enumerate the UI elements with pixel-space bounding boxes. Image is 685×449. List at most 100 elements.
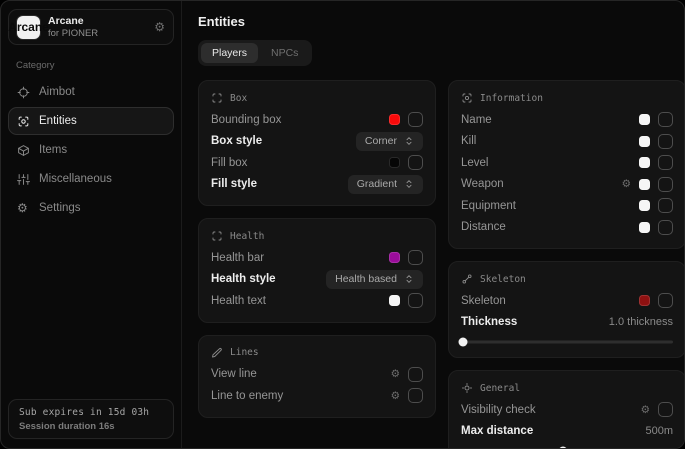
select-value: Health based [335, 273, 397, 286]
lines-panel: Lines View line ⚙ Line to enemy ⚙ [198, 334, 436, 418]
row-label: Health bar [211, 251, 265, 264]
kill-checkbox[interactable] [658, 133, 673, 149]
brand-text: Arcane for PIONER [48, 15, 146, 40]
row-fill-box: Fill box [211, 152, 423, 174]
weapon-color-swatch[interactable] [639, 178, 650, 190]
box-panel-header: Box [211, 92, 423, 104]
gear-icon[interactable]: ⚙ [640, 403, 650, 416]
left-column: Box Bounding box Box style Corner [198, 80, 436, 448]
sidebar-nav: Aimbot Entities Items Miscellaneous [8, 78, 174, 222]
slider-thumb[interactable] [458, 337, 468, 347]
row-label: Kill [461, 135, 477, 148]
brand-card: Arcane Arcane for PIONER ⚙ [8, 9, 174, 45]
information-panel: Information Name Kill [448, 80, 684, 249]
bounding-box-color-swatch[interactable] [389, 114, 400, 126]
line-to-enemy-checkbox[interactable] [408, 388, 423, 404]
view-line-checkbox[interactable] [408, 366, 423, 382]
pencil-line-icon [211, 347, 223, 359]
sidebar-item-items[interactable]: Items [8, 136, 174, 164]
brand-name: Arcane [48, 14, 84, 27]
thickness-slider[interactable] [458, 337, 673, 347]
distance-color-swatch[interactable] [639, 221, 650, 233]
health-text-color-swatch[interactable] [389, 295, 400, 307]
bounding-box-checkbox[interactable] [408, 112, 423, 128]
box-panel: Box Bounding box Box style Corner [198, 80, 436, 206]
page-title: Entities [198, 14, 245, 29]
row-label: Fill style [211, 178, 258, 191]
select-value: Corner [364, 135, 397, 148]
row-distance: Distance [461, 217, 673, 239]
level-color-swatch[interactable] [639, 157, 650, 169]
tab-npcs[interactable]: NPCs [271, 47, 299, 59]
equipment-checkbox[interactable] [658, 198, 673, 214]
name-checkbox[interactable] [658, 112, 673, 128]
equipment-color-swatch[interactable] [639, 200, 650, 212]
row-label: Visibility check [461, 403, 536, 416]
tab-players[interactable]: Players [201, 43, 259, 63]
fill-box-color-swatch[interactable] [389, 157, 400, 169]
max-distance-value: 500m [645, 425, 673, 438]
panel-title: Health [230, 230, 265, 242]
distance-checkbox[interactable] [658, 219, 673, 235]
row-label: Name [461, 113, 492, 126]
skeleton-checkbox[interactable] [658, 293, 673, 309]
weapon-checkbox[interactable] [658, 176, 673, 192]
health-style-select[interactable]: Health based [326, 269, 423, 289]
sidebar-item-miscellaneous[interactable]: Miscellaneous [8, 165, 174, 193]
row-label: Health text [211, 294, 266, 307]
row-health-style: Health style Health based [211, 269, 423, 291]
fill-style-select[interactable]: Gradient [347, 174, 423, 194]
health-bar-checkbox[interactable] [408, 250, 423, 266]
category-label: Category [16, 60, 55, 71]
chevrons-up-down-icon [404, 179, 414, 189]
brand-subtitle: for PIONER [48, 27, 99, 39]
health-bar-color-swatch[interactable] [389, 252, 400, 264]
row-label: Weapon [461, 178, 504, 191]
max-distance-slider[interactable] [461, 446, 673, 448]
gear-icon[interactable]: ⚙ [390, 389, 400, 402]
panel-title: Box [230, 92, 248, 104]
row-label: Line to enemy [211, 389, 284, 402]
right-column: Information Name Kill [448, 80, 684, 448]
level-checkbox[interactable] [658, 155, 673, 171]
row-weapon: Weapon ⚙ [461, 174, 673, 196]
gear-icon[interactable]: ⚙ [154, 20, 165, 34]
sidebar: Arcane Arcane for PIONER ⚙ Category Aimb… [1, 1, 182, 448]
row-kill: Kill [461, 131, 673, 153]
gear-icon[interactable]: ⚙ [390, 368, 400, 381]
row-label: Bounding box [211, 113, 282, 126]
name-color-swatch[interactable] [639, 114, 650, 126]
scan-target-icon [461, 92, 473, 104]
sidebar-item-aimbot[interactable]: Aimbot [8, 78, 174, 106]
box-style-select[interactable]: Corner [355, 131, 423, 151]
general-panel-header: General [461, 382, 673, 394]
lines-panel-header: Lines [211, 347, 423, 359]
session-duration-text: Session duration 16s [19, 421, 115, 432]
panel-title: Skeleton [480, 273, 526, 285]
tab-bar: Players NPCs [198, 40, 313, 66]
kill-color-swatch[interactable] [639, 135, 650, 147]
sidebar-item-entities[interactable]: Entities [8, 107, 174, 135]
row-visibility-check: Visibility check ⚙ [461, 399, 673, 421]
fill-box-checkbox[interactable] [408, 155, 423, 171]
skeleton-color-swatch[interactable] [639, 295, 650, 307]
subscription-info-card: Sub expires in 15d 03h Session duration … [8, 399, 174, 439]
slider-thumb[interactable] [558, 446, 568, 448]
row-label: Thickness [461, 316, 518, 329]
gear-icon[interactable]: ⚙ [621, 178, 631, 191]
sidebar-item-label: Miscellaneous [39, 173, 112, 185]
crosshair-icon [17, 86, 30, 99]
gear-icon: ⚙ [17, 200, 28, 215]
row-bounding-box: Bounding box [211, 109, 423, 131]
sidebar-item-label: Items [39, 144, 68, 156]
sidebar-item-settings[interactable]: ⚙ Settings [8, 194, 174, 222]
skeleton-panel-header: Skeleton [461, 273, 673, 285]
row-label: Fill box [211, 156, 248, 169]
row-label: Equipment [461, 199, 516, 212]
health-panel-header: Health [211, 230, 423, 242]
health-text-checkbox[interactable] [408, 293, 423, 309]
chevrons-up-down-icon [404, 136, 414, 146]
row-line-to-enemy: Line to enemy ⚙ [211, 385, 423, 407]
visibility-check-checkbox[interactable] [658, 402, 673, 418]
